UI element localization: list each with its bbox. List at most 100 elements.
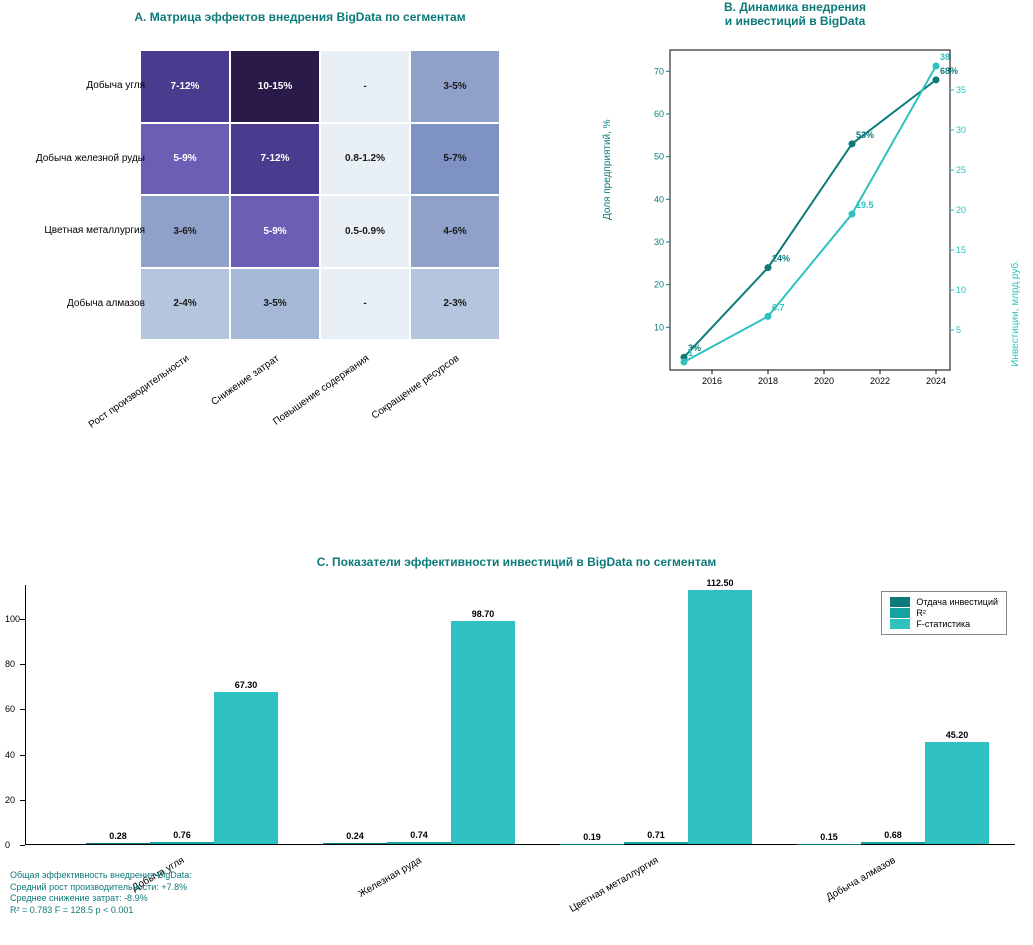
- svg-text:53%: 53%: [856, 130, 874, 140]
- heatmap-cell: 3-5%: [410, 50, 500, 123]
- panel-a-title: A. Матрица эффектов внедрения BigData по…: [90, 10, 510, 24]
- svg-text:25: 25: [956, 165, 966, 175]
- svg-text:2020: 2020: [814, 376, 834, 386]
- svg-text:19.5: 19.5: [856, 200, 874, 210]
- figure-container: A. Матрица эффектов внедрения BigData по…: [0, 0, 1033, 945]
- svg-text:5: 5: [956, 325, 961, 335]
- legend-swatch: [890, 619, 910, 629]
- bar: [86, 843, 150, 844]
- panel-b-ylabel-right: Инвестиции, млрд руб.: [1010, 260, 1021, 367]
- svg-text:1: 1: [688, 348, 693, 358]
- svg-text:24%: 24%: [772, 254, 790, 264]
- bar-chart-area: Отдача инвестицийR²F-статистика 0.28 0.76…: [25, 585, 1015, 845]
- bar-value-label: 98.70: [453, 609, 513, 619]
- legend-item: F-статистика: [890, 619, 998, 629]
- footer-stats: Общая эффективность внедрения BigData:Ср…: [10, 870, 192, 917]
- line-chart-svg: 10 20 30 40 50 60 70 5 10 15 20 25 30 35 2016 2018 2020 2…: [630, 40, 990, 400]
- legend-label: Отдача инвестиций: [916, 597, 998, 607]
- heatmap-cell: 2-4%: [140, 268, 230, 341]
- legend-label: R²: [916, 608, 926, 618]
- bar: [861, 842, 925, 844]
- heatmap-ylabel: Добыча железной руды: [5, 153, 145, 164]
- footer-line: Средний рост производительности: +7.8%: [10, 882, 192, 894]
- heatmap-ylabel: Добыча угля: [5, 80, 145, 91]
- bar-value-label: 0.68: [863, 830, 923, 840]
- heatmap-cell: 7-12%: [230, 123, 320, 196]
- bar: [451, 621, 515, 844]
- heatmap-cell: 7-12%: [140, 50, 230, 123]
- svg-text:70: 70: [654, 66, 664, 76]
- panel-c-ytick: 0: [5, 840, 10, 850]
- panel-c-xlabel: Цветная металлургия: [534, 855, 661, 935]
- svg-text:30: 30: [956, 125, 966, 135]
- heatmap-ylabel: Добыча алмазов: [5, 298, 145, 309]
- panel-c-xlabel: Добыча алмазов: [771, 855, 898, 935]
- panel-c-ytick: 20: [5, 795, 15, 805]
- heatmap-cell: -: [320, 268, 410, 341]
- bar-value-label: 45.20: [927, 730, 987, 740]
- bar-value-label: 0.19: [562, 832, 622, 842]
- svg-text:20: 20: [956, 205, 966, 215]
- panel-b-ylabel-left: Доля предприятий, %: [602, 119, 613, 220]
- heatmap-cell: 3-6%: [140, 195, 230, 268]
- bar: [387, 842, 451, 844]
- svg-text:6.7: 6.7: [772, 302, 785, 312]
- svg-text:60: 60: [654, 109, 664, 119]
- heatmap-cell: 4-6%: [410, 195, 500, 268]
- heatmap-ylabel: Цветная металлургия: [5, 225, 145, 236]
- panel-a-heatmap: A. Матрица эффектов внедрения BigData по…: [90, 10, 510, 24]
- svg-text:50: 50: [654, 152, 664, 162]
- svg-text:40: 40: [654, 194, 664, 204]
- heatmap-cell: 10-15%: [230, 50, 320, 123]
- panel-c-ytick: 40: [5, 750, 15, 760]
- bar-value-label: 0.15: [799, 832, 859, 842]
- legend: Отдача инвестицийR²F-статистика: [881, 591, 1007, 635]
- panel-c-bars: C. Показатели эффективности инвестиций в…: [0, 555, 1033, 569]
- bar-value-label: 67.30: [216, 680, 276, 690]
- heatmap-cell: 5-7%: [410, 123, 500, 196]
- bar-value-label: 0.24: [325, 831, 385, 841]
- bar-value-label: 0.28: [88, 831, 148, 841]
- svg-text:2024: 2024: [926, 376, 946, 386]
- heatmap-cell: 0.8-1.2%: [320, 123, 410, 196]
- bar-value-label: 0.76: [152, 830, 212, 840]
- footer-line: Среднее снижение затрат: -8.9%: [10, 893, 192, 905]
- svg-text:68%: 68%: [940, 66, 958, 76]
- panel-b-lines: B. Динамика внедрения и инвестиций в Big…: [590, 0, 1000, 28]
- panel-c-ytick: 60: [5, 704, 15, 714]
- svg-text:10: 10: [654, 322, 664, 332]
- svg-text:30: 30: [654, 237, 664, 247]
- panel-c-ytick: 80: [5, 659, 15, 669]
- panel-c-title: C. Показатели эффективности инвестиций в…: [0, 555, 1033, 569]
- legend-swatch: [890, 608, 910, 618]
- svg-text:2022: 2022: [870, 376, 890, 386]
- heatmap-grid: 7-12%10-15%-3-5%5-9%7-12%0.8-1.2%5-7%3-6…: [140, 50, 500, 340]
- footer-line: R² = 0.783 F = 128.5 p < 0.001: [10, 905, 192, 917]
- legend-swatch: [890, 597, 910, 607]
- bar: [150, 842, 214, 844]
- heatmap-row: 5-9%7-12%0.8-1.2%5-7%: [140, 123, 500, 196]
- heatmap-row: 7-12%10-15%-3-5%: [140, 50, 500, 123]
- legend-item: Отдача инвестиций: [890, 597, 998, 607]
- legend-label: F-статистика: [916, 619, 970, 629]
- svg-text:35: 35: [956, 85, 966, 95]
- svg-text:15: 15: [956, 245, 966, 255]
- heatmap-cell: -: [320, 50, 410, 123]
- heatmap-cell: 2-3%: [410, 268, 500, 341]
- bar-value-label: 0.71: [626, 830, 686, 840]
- bar: [214, 692, 278, 844]
- bar: [323, 843, 387, 844]
- heatmap-cell: 0.5-0.9%: [320, 195, 410, 268]
- panel-c-ytick: 100: [5, 614, 20, 624]
- footer-line: Общая эффективность внедрения BigData:: [10, 870, 192, 882]
- legend-item: R²: [890, 608, 998, 618]
- bar: [688, 590, 752, 844]
- svg-text:2018: 2018: [758, 376, 778, 386]
- heatmap-row: 2-4%3-5%-2-3%: [140, 268, 500, 341]
- svg-text:38: 38: [940, 52, 950, 62]
- svg-text:20: 20: [654, 280, 664, 290]
- heatmap-cell: 3-5%: [230, 268, 320, 341]
- bar-value-label: 0.74: [389, 830, 449, 840]
- svg-text:10: 10: [956, 285, 966, 295]
- svg-text:2016: 2016: [702, 376, 722, 386]
